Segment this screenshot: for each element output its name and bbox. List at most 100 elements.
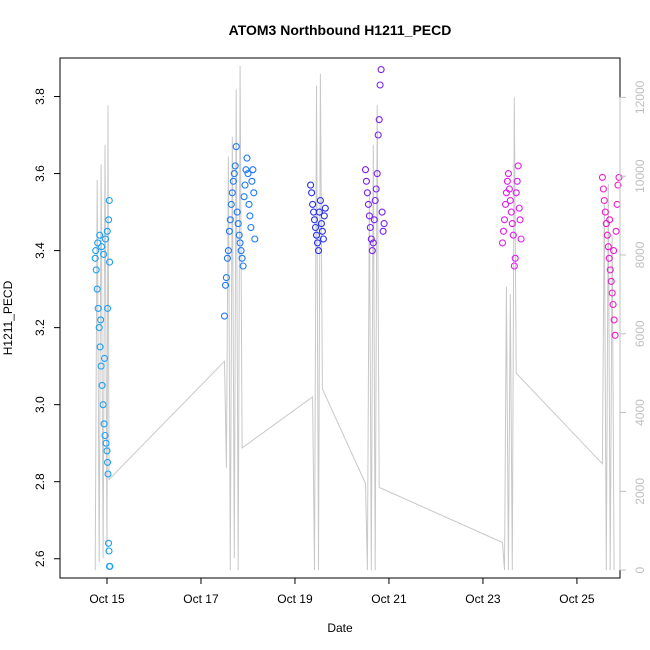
data-point <box>106 562 114 570</box>
data-point <box>515 204 523 212</box>
x-tick-label: Oct 21 <box>371 592 407 606</box>
data-point <box>93 285 101 293</box>
data-point <box>235 231 243 239</box>
data-point <box>95 324 103 332</box>
data-point <box>378 208 386 216</box>
data-point <box>101 235 110 243</box>
data-point <box>499 227 508 235</box>
data-points <box>91 66 623 570</box>
y-tick-label: 3.6 <box>33 165 47 182</box>
plot-frame <box>59 57 621 579</box>
data-point <box>509 231 517 239</box>
data-point <box>97 362 105 370</box>
data-point <box>507 208 515 216</box>
y-tick-label: 3.4 <box>33 242 47 259</box>
data-point <box>364 200 372 208</box>
data-point <box>100 420 108 428</box>
data-point <box>236 239 244 247</box>
data-point <box>371 196 379 205</box>
data-point <box>234 220 242 228</box>
data-point <box>501 200 510 208</box>
data-point <box>311 223 320 232</box>
data-point <box>320 212 328 220</box>
data-point <box>104 470 112 478</box>
y2-axis: 0 2000 4000 6000 8000 10000 12000 <box>619 80 647 573</box>
data-point <box>248 177 256 185</box>
data-point <box>241 181 249 189</box>
data-point <box>606 216 614 224</box>
data-point <box>96 231 104 239</box>
data-point <box>231 162 239 170</box>
data-point <box>321 204 329 212</box>
data-point <box>610 247 618 255</box>
data-point <box>317 220 325 228</box>
data-point <box>514 162 522 170</box>
data-point <box>503 177 511 185</box>
data-point <box>225 227 233 235</box>
data-point <box>251 235 259 243</box>
y2-tick-label: 2000 <box>633 478 647 505</box>
data-point <box>512 189 520 197</box>
data-point <box>315 208 323 216</box>
data-point <box>98 243 106 251</box>
data-point <box>229 177 237 185</box>
data-point <box>313 239 322 247</box>
data-point <box>242 166 250 174</box>
data-point <box>606 266 614 274</box>
data-point <box>366 223 374 232</box>
data-point <box>97 316 105 324</box>
data-point <box>103 458 112 466</box>
data-point <box>310 216 319 224</box>
data-point <box>375 116 383 124</box>
data-point <box>505 185 513 193</box>
x-axis-label: Date <box>327 621 353 635</box>
data-point <box>239 262 247 270</box>
data-point <box>319 235 327 243</box>
data-point <box>598 173 606 181</box>
x-tick-label: Oct 25 <box>559 592 595 606</box>
data-point <box>246 212 254 220</box>
y-tick-label: 2.8 <box>33 473 47 490</box>
data-point <box>309 200 317 208</box>
data-point <box>102 439 110 447</box>
data-point <box>100 354 109 362</box>
data-point <box>500 216 509 224</box>
altitude-line <box>94 65 615 571</box>
data-point <box>224 247 232 255</box>
data-point <box>614 181 622 189</box>
y-axis-label: H1211_PECD <box>1 280 15 355</box>
data-point <box>361 166 370 174</box>
data-point <box>103 227 111 235</box>
data-point <box>106 258 114 266</box>
data-point <box>92 247 100 255</box>
data-point <box>314 247 323 255</box>
y-tick-label: 3.8 <box>33 88 47 105</box>
data-point <box>228 189 236 197</box>
y-axis: 2.6 2.8 3.0 3.2 3.4 3.6 3.8 <box>33 88 61 567</box>
data-point <box>517 235 525 243</box>
data-point <box>245 200 253 208</box>
data-point <box>94 304 102 312</box>
altitude-lines <box>94 65 615 571</box>
data-point <box>99 401 107 409</box>
data-point <box>233 208 241 216</box>
data-point <box>243 154 251 162</box>
data-point <box>232 143 240 151</box>
data-point <box>307 181 315 189</box>
data-point <box>608 289 616 297</box>
x-tick-label: Oct 23 <box>465 592 501 606</box>
data-point <box>92 266 100 274</box>
data-point <box>369 239 377 247</box>
data-point <box>605 254 613 262</box>
data-point <box>101 431 109 440</box>
data-point <box>100 250 108 258</box>
data-point <box>511 254 519 262</box>
data-point <box>316 196 324 205</box>
data-point <box>240 193 248 201</box>
data-point <box>250 189 258 197</box>
data-point <box>380 220 388 228</box>
data-point <box>609 300 617 309</box>
data-point <box>513 177 521 185</box>
data-point <box>308 189 316 197</box>
